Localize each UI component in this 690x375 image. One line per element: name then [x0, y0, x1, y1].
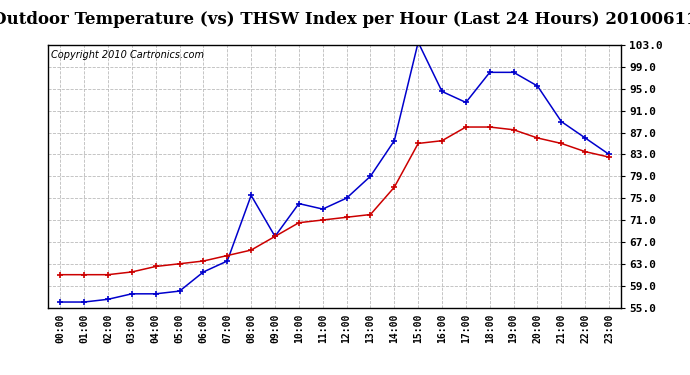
THSW Index [223, 259, 231, 263]
Outdoor Temp [558, 141, 566, 146]
Outdoor Temp [295, 220, 303, 225]
Outdoor Temp [366, 212, 375, 217]
Outdoor Temp [56, 273, 64, 277]
THSW Index [414, 40, 422, 45]
THSW Index [438, 89, 446, 94]
Text: Outdoor Temperature (vs) THSW Index per Hour (Last 24 Hours) 20100611: Outdoor Temperature (vs) THSW Index per … [0, 11, 690, 28]
Outdoor Temp [509, 128, 518, 132]
Outdoor Temp [486, 125, 494, 129]
THSW Index [533, 84, 542, 88]
Outdoor Temp [581, 149, 589, 154]
Outdoor Temp [223, 253, 231, 258]
THSW Index [319, 207, 327, 212]
THSW Index [128, 292, 136, 296]
Outdoor Temp [319, 218, 327, 222]
Text: Copyright 2010 Cartronics.com: Copyright 2010 Cartronics.com [51, 50, 204, 60]
Outdoor Temp [247, 248, 255, 252]
Outdoor Temp [438, 138, 446, 143]
Line: Outdoor Temp: Outdoor Temp [57, 123, 613, 278]
THSW Index [152, 292, 160, 296]
THSW Index [199, 270, 208, 274]
Outdoor Temp [104, 273, 112, 277]
THSW Index [581, 136, 589, 140]
THSW Index [104, 297, 112, 302]
Line: THSW Index: THSW Index [57, 39, 613, 306]
THSW Index [462, 100, 470, 105]
Outdoor Temp [390, 185, 398, 189]
THSW Index [486, 70, 494, 75]
Outdoor Temp [128, 270, 136, 274]
THSW Index [390, 138, 398, 143]
Outdoor Temp [342, 215, 351, 219]
Outdoor Temp [271, 234, 279, 238]
THSW Index [247, 193, 255, 198]
THSW Index [175, 289, 184, 293]
THSW Index [295, 201, 303, 206]
THSW Index [56, 300, 64, 304]
Outdoor Temp [199, 259, 208, 263]
THSW Index [271, 234, 279, 238]
Outdoor Temp [80, 273, 88, 277]
Outdoor Temp [605, 155, 613, 159]
Outdoor Temp [533, 136, 542, 140]
Outdoor Temp [414, 141, 422, 146]
THSW Index [80, 300, 88, 304]
Outdoor Temp [175, 261, 184, 266]
THSW Index [558, 119, 566, 124]
Outdoor Temp [152, 264, 160, 269]
THSW Index [366, 174, 375, 178]
THSW Index [342, 196, 351, 200]
THSW Index [605, 152, 613, 157]
THSW Index [509, 70, 518, 75]
Outdoor Temp [462, 125, 470, 129]
